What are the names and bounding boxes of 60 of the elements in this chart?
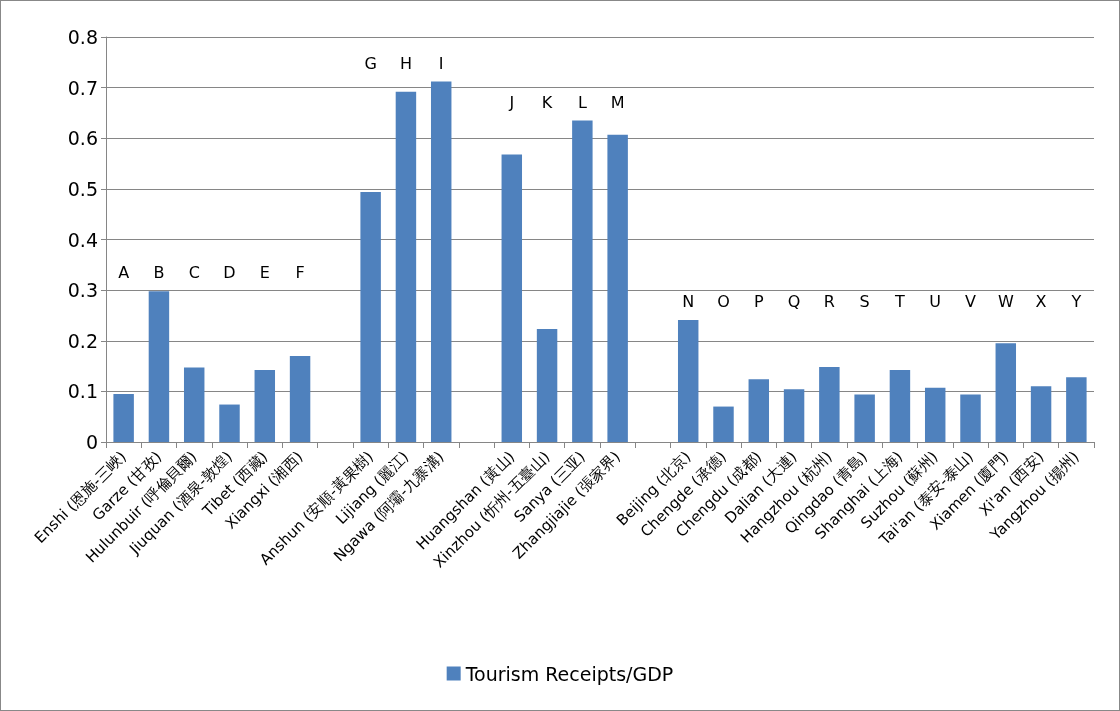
bar — [1066, 377, 1087, 442]
annotation: C — [188, 263, 200, 283]
bar — [572, 120, 593, 442]
bar — [430, 81, 452, 442]
annotation: G — [364, 53, 377, 73]
annotation: V — [965, 292, 977, 312]
bar — [1030, 386, 1052, 442]
bar — [677, 319, 699, 442]
annotation: F — [295, 263, 305, 283]
bar — [960, 394, 981, 442]
annotation: D — [223, 263, 236, 283]
bar — [360, 191, 381, 442]
bar — [607, 134, 628, 442]
bar — [501, 154, 523, 442]
annotation: Q — [787, 292, 801, 312]
y-tick-label: 0 — [85, 431, 98, 453]
bar — [113, 393, 134, 442]
annotation: Y — [1070, 292, 1082, 312]
bar — [219, 404, 240, 442]
bar — [995, 343, 1017, 442]
bar — [854, 394, 875, 442]
annotation: X — [1035, 292, 1047, 312]
y-tick-label: 0.3 — [67, 279, 98, 302]
bar — [889, 370, 911, 442]
annotation: J — [508, 92, 515, 112]
legend-label: Tourism Receipts/GDP — [464, 662, 674, 685]
y-tick-label: 0.6 — [67, 127, 98, 150]
annotation: I — [438, 53, 444, 73]
annotation: S — [859, 292, 870, 312]
annotation: B — [153, 263, 165, 283]
annotation: A — [118, 263, 130, 283]
annotation: H — [399, 53, 412, 73]
y-tick-label: 0.5 — [67, 177, 98, 200]
annotation: E — [259, 263, 270, 283]
annotation: P — [753, 292, 764, 312]
bar — [254, 370, 276, 442]
bar — [713, 406, 734, 442]
bar — [148, 291, 170, 442]
annotation: W — [997, 292, 1014, 312]
annotation: M — [610, 92, 625, 112]
bar — [924, 387, 946, 442]
annotation: R — [823, 292, 835, 312]
y-tick-label: 0.1 — [67, 380, 98, 403]
y-tick-label: 0.8 — [67, 26, 98, 48]
annotation: T — [894, 292, 906, 312]
bar — [819, 367, 840, 442]
bar — [289, 355, 311, 442]
bar — [783, 389, 805, 442]
y-tick-label: 0.4 — [67, 228, 98, 251]
bar — [536, 329, 558, 442]
bar — [748, 379, 770, 442]
y-tick-label: 0.7 — [67, 76, 98, 99]
annotation: O — [717, 292, 730, 312]
y-tick-label: 0.2 — [67, 329, 98, 352]
annotation: N — [682, 292, 695, 312]
bar — [183, 367, 205, 442]
annotation: L — [577, 92, 587, 112]
annotation: K — [541, 92, 553, 112]
bar — [395, 91, 417, 442]
annotation: U — [929, 292, 942, 312]
